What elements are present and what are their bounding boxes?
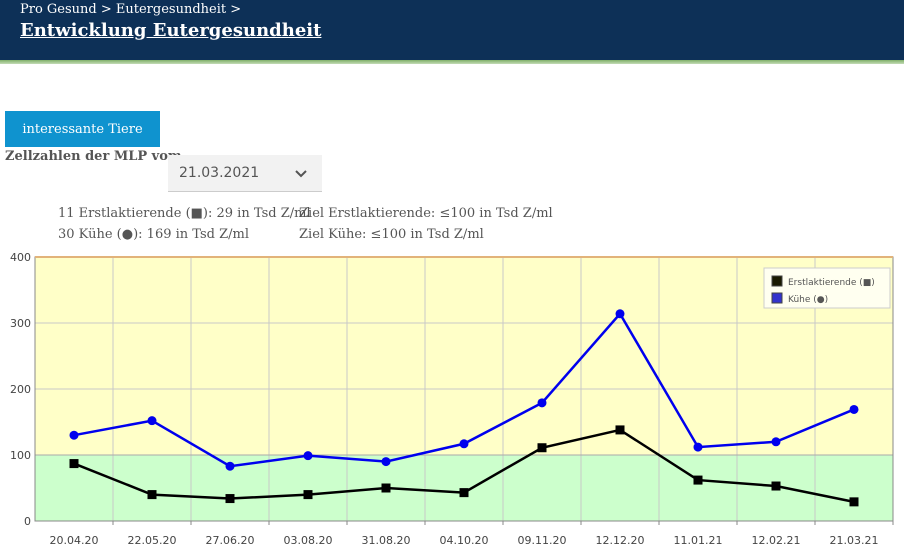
data-point-erstlaktierende [303, 490, 313, 500]
data-point-kuehe [537, 398, 547, 408]
x-tick-label: 12.02.21 [752, 534, 801, 547]
data-point-erstlaktierende [849, 497, 859, 507]
x-tick-label: 31.08.20 [362, 534, 411, 547]
data-point-erstlaktierende [615, 425, 625, 435]
data-point-erstlaktierende [69, 459, 79, 469]
x-tick-label: 03.08.20 [284, 534, 333, 547]
mlp-date-select[interactable]: 21.03.2021 [168, 155, 322, 192]
y-tick-label: 0 [24, 515, 31, 528]
target-band-below [35, 455, 893, 521]
data-point-kuehe [693, 442, 703, 452]
stat-kuehe: 30 Kühe (●): 169 in Tsd Z/ml [58, 227, 250, 242]
data-point-kuehe [147, 416, 157, 426]
cell-count-chart: 0 100 200 300 400 20.04.20 22.05.20 27.06.20 03.… [10, 251, 894, 547]
x-tick-label: 20.04.20 [50, 534, 99, 547]
data-point-erstlaktierende [381, 483, 391, 493]
data-point-erstlaktierende [147, 490, 157, 500]
legend-box [763, 267, 891, 309]
data-point-kuehe [225, 461, 235, 471]
data-point-erstlaktierende [459, 488, 469, 498]
header-divider [0, 60, 904, 64]
chevron-down-icon [295, 170, 307, 178]
data-point-erstlaktierende [771, 481, 781, 491]
data-point-kuehe [459, 439, 469, 449]
data-point-kuehe [849, 404, 859, 414]
interesting-animals-button[interactable]: interessante Tiere [5, 111, 160, 147]
page-title[interactable]: Entwicklung Eutergesundheit [20, 20, 322, 41]
x-tick-label: 09.11.20 [518, 534, 567, 547]
mlp-date-label: Zellzahlen der MLP vom [5, 149, 182, 164]
data-point-kuehe [303, 451, 313, 461]
x-tick-label: 27.06.20 [206, 534, 255, 547]
data-point-erstlaktierende [693, 475, 703, 485]
legend-label: Kühe (●) [788, 295, 828, 305]
goal-kuehe: Ziel Kühe: ≤100 in Tsd Z/ml [299, 227, 484, 242]
y-tick-label: 200 [10, 383, 31, 396]
y-tick-label: 300 [10, 317, 31, 330]
goal-erstlaktierende: Ziel Erstlaktierende: ≤100 in Tsd Z/ml [299, 206, 553, 221]
legend-swatch [771, 275, 783, 287]
legend-label: Erstlaktierende (■) [788, 278, 875, 288]
y-tick-label: 400 [10, 251, 31, 264]
x-tick-label: 21.03.21 [830, 534, 879, 547]
data-point-kuehe [69, 430, 79, 440]
x-tick-label: 04.10.20 [440, 534, 489, 547]
data-point-erstlaktierende [225, 494, 235, 504]
x-tick-label: 12.12.20 [596, 534, 645, 547]
target-band-above [35, 257, 893, 455]
data-point-erstlaktierende [537, 443, 547, 453]
stat-erstlaktierende: 11 Erstlaktierende (■): 29 in Tsd Z/ml [58, 206, 311, 221]
selected-date: 21.03.2021 [179, 165, 260, 181]
legend-swatch [771, 292, 783, 304]
app-header [0, 0, 904, 60]
data-point-kuehe [771, 437, 781, 447]
data-point-kuehe [381, 457, 391, 467]
x-tick-label: 22.05.20 [128, 534, 177, 547]
breadcrumb[interactable]: Pro Gesund > Eutergesundheit > [20, 2, 242, 17]
data-point-kuehe [615, 309, 625, 319]
y-tick-label: 100 [10, 449, 31, 462]
x-tick-label: 11.01.21 [674, 534, 723, 547]
